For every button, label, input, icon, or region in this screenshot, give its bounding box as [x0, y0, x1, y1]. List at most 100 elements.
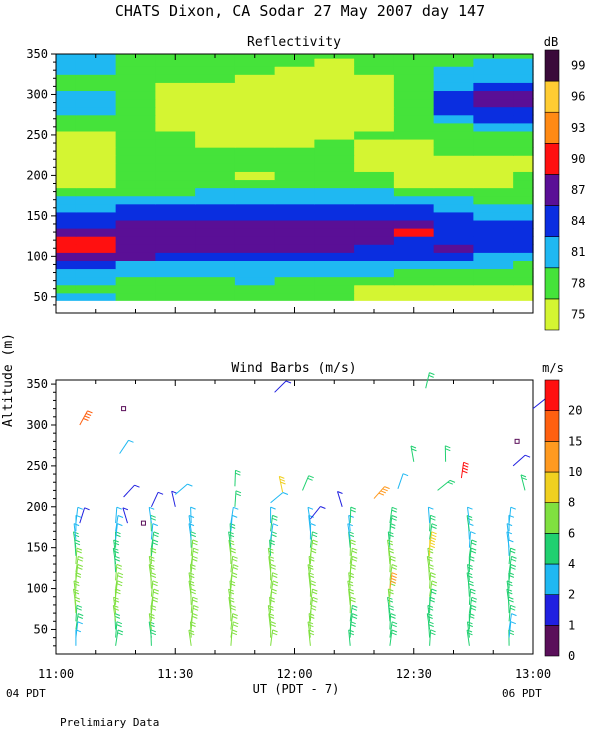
- reflectivity-ytick-label: 200: [26, 168, 48, 182]
- wind-barb: [190, 539, 198, 556]
- wind-barb: [426, 555, 433, 573]
- reflectivity-cell: [56, 82, 77, 92]
- wind-barb: [309, 523, 316, 540]
- wind-colorbar-label: 1: [568, 618, 575, 632]
- reflectivity-cell: [274, 138, 315, 148]
- reflectivity-cell: [155, 292, 196, 302]
- reflectivity-colorbar-swatch: [544, 111, 560, 144]
- wind-barb: [270, 506, 276, 524]
- reflectivity-cell: [56, 268, 77, 278]
- reflectivity-cell: [56, 106, 77, 116]
- reflectivity-cell: [75, 90, 117, 100]
- reflectivity-cell: [473, 195, 514, 205]
- reflectivity-cell: [115, 130, 156, 140]
- reflectivity-cell: [393, 66, 435, 75]
- reflectivity-cell: [274, 122, 315, 132]
- reflectivity-cell: [513, 98, 534, 108]
- reflectivity-cell: [393, 195, 435, 205]
- reflectivity-cell: [234, 219, 276, 229]
- reflectivity-colorbar-label: 81: [571, 245, 585, 259]
- reflectivity-cell: [513, 179, 534, 189]
- wind-barb: [429, 514, 436, 532]
- reflectivity-ytick-label: 250: [26, 128, 48, 142]
- wind-barb: [508, 547, 516, 565]
- reflectivity-cell: [115, 284, 156, 294]
- reflectivity-cell: [234, 284, 276, 294]
- reflectivity-cell: [473, 114, 514, 124]
- reflectivity-cell: [433, 74, 474, 83]
- reflectivity-cell: [314, 260, 355, 270]
- reflectivity-cell: [433, 58, 474, 67]
- wind-barb: [230, 506, 239, 524]
- reflectivity-cell: [513, 203, 534, 213]
- reflectivity-cell: [314, 114, 355, 124]
- reflectivity-cell: [433, 130, 474, 140]
- wind-colorbar-label: 2: [568, 588, 575, 602]
- reflectivity-cell: [274, 98, 315, 108]
- reflectivity-cell: [56, 58, 77, 67]
- reflectivity-cell: [195, 66, 236, 75]
- reflectivity-cell: [473, 284, 514, 294]
- reflectivity-cell: [354, 260, 395, 270]
- reflectivity-cell: [75, 195, 117, 205]
- wind-ytick-label: 50: [34, 622, 48, 636]
- wind-barb: [123, 484, 140, 498]
- reflectivity-cell: [195, 171, 236, 181]
- wind-barb: [468, 588, 476, 605]
- reflectivity-cell: [274, 155, 315, 164]
- reflectivity-cell: [314, 58, 355, 67]
- wind-barb: [508, 555, 517, 573]
- wind-barb: [269, 539, 275, 556]
- reflectivity-cell: [393, 114, 435, 124]
- reflectivity-cell: [155, 74, 196, 83]
- wind-barb: [512, 454, 531, 467]
- reflectivity-cell: [274, 284, 315, 294]
- reflectivity-cell: [234, 244, 276, 253]
- reflectivity-colorbar-swatch: [544, 49, 560, 82]
- wind-barb: [188, 629, 195, 646]
- reflectivity-cell: [513, 54, 534, 59]
- reflectivity-cell: [433, 292, 474, 302]
- wind-barb: [460, 461, 469, 479]
- reflectivity-cell: [393, 211, 435, 221]
- reflectivity-cell: [274, 171, 315, 181]
- reflectivity-cell: [155, 260, 196, 270]
- reflectivity-cell: [195, 106, 236, 116]
- reflectivity-cell: [433, 219, 474, 229]
- wind-barb: [467, 621, 473, 638]
- reflectivity-cell: [274, 58, 315, 67]
- reflectivity-cell: [473, 211, 514, 221]
- reflectivity-cell: [274, 90, 315, 100]
- reflectivity-cell: [473, 90, 514, 100]
- wind-barb: [508, 613, 517, 630]
- reflectivity-cell: [473, 138, 514, 148]
- reflectivity-cell: [195, 260, 236, 270]
- reflectivity-cell: [473, 179, 514, 189]
- reflectivity-cell: [433, 147, 474, 156]
- wind-barb: [466, 572, 473, 589]
- wind-barb: [150, 629, 157, 646]
- reflectivity-cell: [195, 292, 236, 302]
- wind-barb: [307, 506, 314, 524]
- wind-barb: [389, 555, 396, 573]
- wind-barb: [75, 621, 83, 638]
- reflectivity-cell: [314, 138, 355, 148]
- wind-barb: [274, 380, 292, 393]
- reflectivity-cell: [234, 147, 276, 156]
- reflectivity-cell: [393, 252, 435, 261]
- reflectivity-cell: [234, 203, 276, 213]
- reflectivity-cell: [115, 90, 156, 100]
- reflectivity-cell: [433, 122, 474, 132]
- reflectivity-cell: [234, 58, 276, 67]
- reflectivity-cell: [274, 292, 315, 302]
- reflectivity-cell: [354, 155, 395, 164]
- reflectivity-cell: [75, 284, 117, 294]
- wind-title: Wind Barbs (m/s): [231, 361, 356, 376]
- reflectivity-ytick-label: 100: [26, 249, 48, 263]
- reflectivity-cell: [433, 66, 474, 75]
- reflectivity-cell: [195, 58, 236, 67]
- reflectivity-cell: [75, 244, 117, 253]
- wind-barb: [389, 506, 398, 524]
- reflectivity-cell: [393, 292, 435, 302]
- wind-barb: [389, 613, 396, 630]
